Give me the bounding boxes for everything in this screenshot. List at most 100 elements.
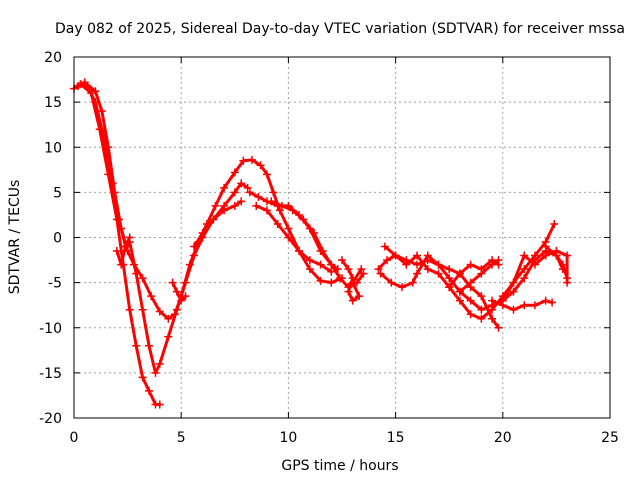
data-point [391, 251, 400, 260]
data-point [155, 359, 164, 368]
data-point [252, 201, 261, 210]
data-point [295, 247, 304, 256]
series-track-15 [455, 256, 503, 296]
data-point [520, 251, 529, 260]
y-tick-label: 5 [53, 185, 62, 201]
data-point [76, 80, 85, 89]
chart-title: Day 082 of 2025, Sidereal Day-to-day VTE… [55, 21, 625, 37]
data-point [181, 278, 190, 287]
data-point [318, 247, 327, 256]
x-tick-label: 15 [387, 430, 405, 446]
data-point [374, 265, 383, 274]
data-point [423, 251, 432, 260]
data-point [316, 260, 325, 269]
data-point [190, 251, 199, 260]
series-line [501, 249, 569, 303]
data-point [256, 161, 265, 170]
data-point [145, 341, 154, 350]
y-tick-label: 20 [44, 50, 62, 66]
data-point [530, 251, 539, 260]
data-point [380, 242, 389, 251]
series-line [248, 190, 340, 271]
data-point [520, 274, 529, 283]
plot-frame [73, 56, 611, 419]
data-point [413, 260, 422, 269]
data-point [112, 215, 121, 224]
data-point [445, 274, 454, 283]
data-point [125, 233, 134, 242]
data-point [97, 107, 106, 116]
data-point [138, 305, 147, 314]
data-point [338, 256, 346, 265]
data-point [104, 170, 113, 179]
data-point [172, 305, 181, 314]
data-point [383, 256, 392, 265]
data-point [548, 298, 557, 307]
data-point [151, 368, 160, 377]
data-point [220, 206, 229, 215]
data-point [477, 305, 486, 314]
data-point [413, 269, 422, 278]
data-point [434, 260, 443, 269]
data-point [327, 267, 336, 276]
data-point [211, 201, 220, 210]
data-point [112, 247, 121, 256]
data-point [488, 260, 497, 269]
data-point [402, 260, 411, 269]
data-point [348, 278, 357, 287]
data-point [230, 168, 239, 177]
y-tick-label: -20 [39, 411, 62, 427]
data-point [455, 269, 464, 278]
data-point [181, 292, 190, 301]
data-point [558, 260, 567, 269]
data-point [299, 215, 308, 224]
series-track-6 [252, 201, 336, 276]
data-point [398, 283, 407, 292]
data-point [466, 310, 475, 319]
data-point [230, 188, 239, 197]
data-point [563, 274, 572, 283]
data-point [563, 251, 572, 260]
data-point [348, 296, 357, 305]
data-point [190, 242, 199, 251]
series-track-18 [541, 242, 572, 283]
data-point [145, 386, 154, 395]
data-point [488, 296, 497, 305]
data-point [275, 206, 284, 215]
data-point [147, 292, 156, 301]
data-point [284, 233, 293, 242]
data-point [254, 192, 263, 201]
data-series [70, 78, 572, 409]
data-point [494, 256, 503, 265]
data-point [344, 287, 353, 296]
data-point [466, 278, 475, 287]
x-axis-label: GPS time / hours [281, 458, 398, 474]
data-point [117, 260, 126, 269]
data-point [455, 287, 464, 296]
data-point [520, 265, 529, 274]
data-point [376, 269, 385, 278]
data-point [335, 274, 344, 283]
data-point [305, 265, 314, 274]
y-tick-label: 0 [53, 231, 62, 247]
x-tick-label: 0 [70, 430, 79, 446]
data-point [509, 278, 518, 287]
data-point [357, 265, 366, 274]
series-track-17 [498, 247, 572, 305]
y-tick-label: 15 [44, 95, 62, 111]
series-line [171, 281, 187, 303]
series-track-1 [70, 78, 346, 323]
data-point [359, 269, 368, 278]
data-point [155, 307, 164, 316]
data-point [552, 251, 561, 260]
data-point [477, 292, 486, 301]
data-point [198, 228, 207, 237]
data-point [132, 341, 141, 350]
data-point [494, 323, 503, 332]
data-point [230, 201, 239, 210]
data-point [327, 278, 336, 287]
series-line [78, 82, 162, 406]
data-point [550, 219, 559, 228]
x-tick-label: 25 [601, 430, 619, 446]
